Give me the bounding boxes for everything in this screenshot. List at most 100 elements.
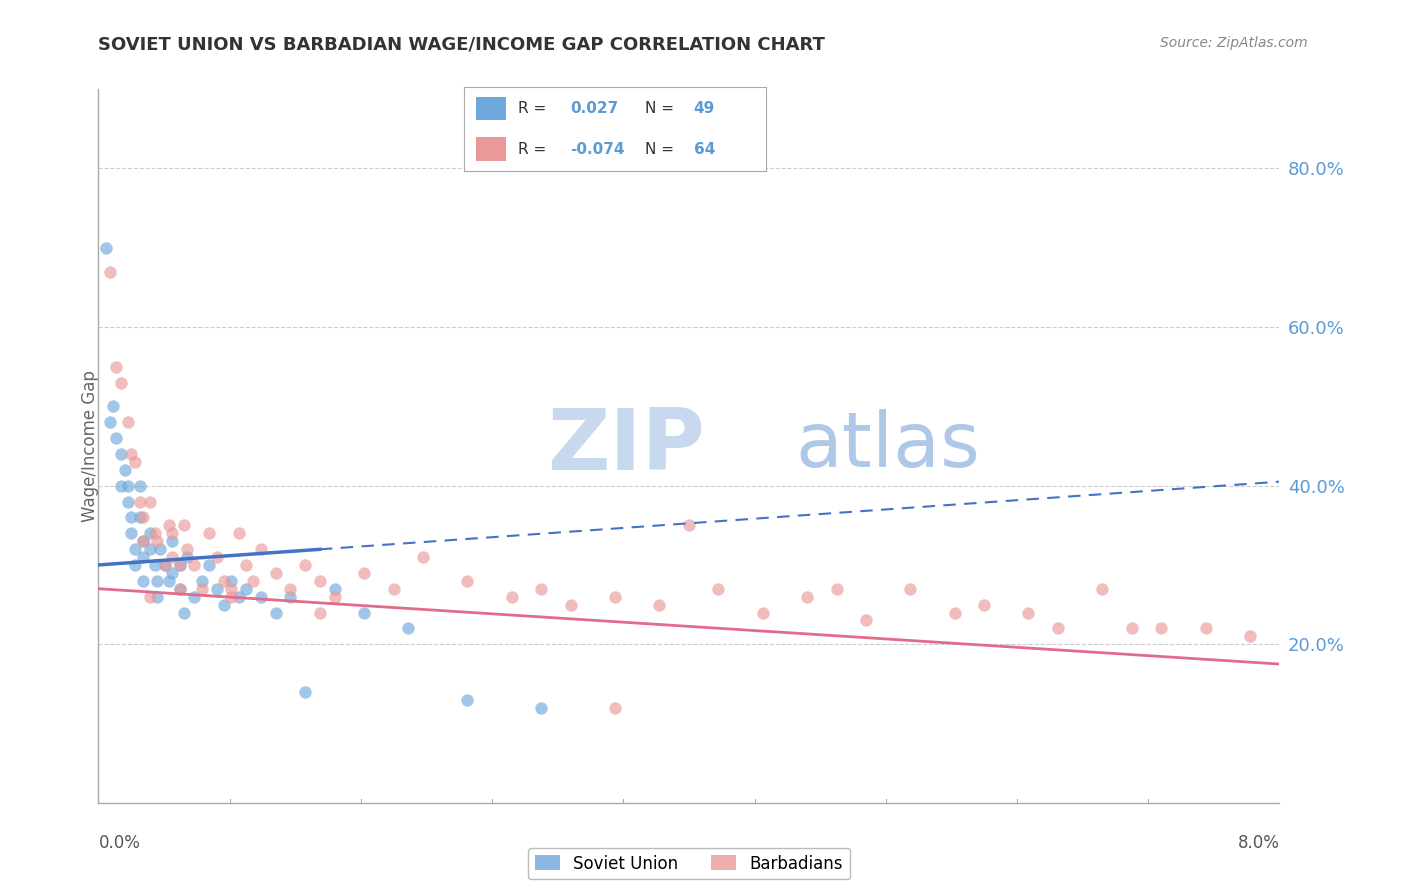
Point — [382, 582, 405, 596]
Point — [162, 526, 183, 541]
Point — [1150, 621, 1173, 635]
Point — [235, 558, 257, 572]
Text: -0.074: -0.074 — [569, 142, 624, 157]
Point — [94, 241, 117, 255]
Point — [157, 518, 180, 533]
Point — [103, 400, 125, 414]
Text: R =: R = — [519, 142, 547, 157]
Point — [128, 510, 150, 524]
Point — [173, 518, 195, 533]
Point — [128, 494, 150, 508]
Text: 0.027: 0.027 — [569, 101, 619, 116]
Point — [143, 558, 166, 572]
Point — [120, 447, 142, 461]
Point — [143, 526, 166, 541]
Point — [198, 526, 221, 541]
Point — [212, 574, 235, 588]
Point — [169, 558, 191, 572]
Point — [323, 582, 346, 596]
Point — [855, 614, 877, 628]
Point — [153, 558, 176, 572]
Text: 0.0%: 0.0% — [98, 834, 141, 852]
Point — [605, 590, 627, 604]
Point — [294, 558, 316, 572]
Point — [146, 534, 169, 549]
Point — [250, 542, 273, 557]
Point — [264, 566, 287, 580]
Point — [139, 494, 162, 508]
Point — [162, 534, 183, 549]
Point — [183, 590, 205, 604]
Point — [117, 415, 139, 429]
Point — [98, 264, 121, 278]
Point — [110, 447, 132, 461]
Point — [900, 582, 922, 596]
Point — [191, 582, 214, 596]
Point — [146, 574, 169, 588]
Point — [149, 542, 172, 557]
Point — [323, 590, 346, 604]
Point — [120, 510, 142, 524]
Point — [396, 621, 419, 635]
Point — [120, 526, 142, 541]
Text: N =: N = — [645, 101, 675, 116]
Point — [242, 574, 264, 588]
Point — [139, 526, 162, 541]
Point — [530, 700, 553, 714]
Point — [117, 478, 139, 492]
FancyBboxPatch shape — [477, 96, 506, 120]
Point — [1239, 629, 1261, 643]
Point — [146, 590, 169, 604]
Point — [796, 590, 818, 604]
Point — [169, 582, 191, 596]
Point — [228, 590, 250, 604]
Point — [308, 574, 332, 588]
Text: 49: 49 — [693, 101, 716, 116]
Point — [205, 582, 228, 596]
Point — [353, 606, 375, 620]
Point — [124, 542, 146, 557]
Text: 64: 64 — [693, 142, 716, 157]
Point — [308, 606, 332, 620]
Point — [264, 606, 287, 620]
Point — [205, 549, 228, 564]
Point — [183, 558, 205, 572]
Point — [751, 606, 773, 620]
FancyBboxPatch shape — [477, 137, 506, 161]
Point — [212, 598, 235, 612]
Point — [219, 574, 242, 588]
Point — [124, 558, 146, 572]
Point — [412, 549, 434, 564]
Point — [707, 582, 730, 596]
Text: atlas: atlas — [796, 409, 980, 483]
Point — [560, 598, 582, 612]
Point — [139, 542, 162, 557]
Text: 8.0%: 8.0% — [1237, 834, 1279, 852]
Point — [114, 463, 136, 477]
Point — [153, 558, 176, 572]
Point — [943, 606, 966, 620]
Text: Source: ZipAtlas.com: Source: ZipAtlas.com — [1160, 36, 1308, 50]
Point — [456, 692, 478, 706]
Point — [219, 582, 242, 596]
Point — [105, 431, 128, 445]
Point — [825, 582, 848, 596]
Legend: Soviet Union, Barbadians: Soviet Union, Barbadians — [529, 848, 849, 880]
Point — [235, 582, 257, 596]
Text: N =: N = — [645, 142, 675, 157]
Point — [139, 590, 162, 604]
Point — [501, 590, 523, 604]
Point — [105, 359, 128, 374]
Point — [169, 558, 191, 572]
Text: SOVIET UNION VS BARBADIAN WAGE/INCOME GAP CORRELATION CHART: SOVIET UNION VS BARBADIAN WAGE/INCOME GA… — [98, 36, 825, 54]
Point — [132, 549, 155, 564]
Point — [117, 494, 139, 508]
Point — [198, 558, 221, 572]
Point — [294, 685, 316, 699]
Point — [456, 574, 478, 588]
Y-axis label: Wage/Income Gap: Wage/Income Gap — [82, 370, 98, 522]
Point — [110, 376, 132, 390]
Point — [648, 598, 671, 612]
Point — [1017, 606, 1039, 620]
Point — [250, 590, 273, 604]
